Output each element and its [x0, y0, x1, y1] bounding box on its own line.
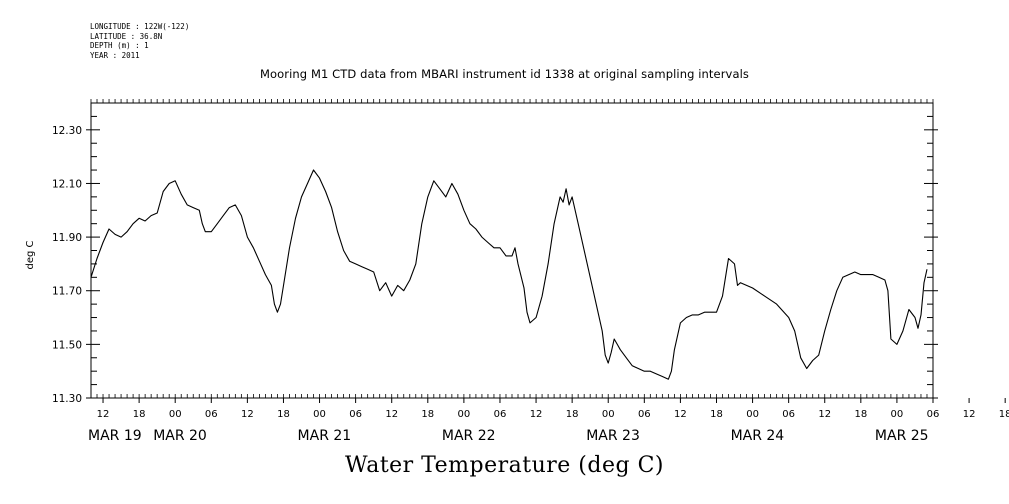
- x-hour-tick-label: 00: [169, 409, 182, 420]
- x-hour-tick-label: 18: [999, 409, 1009, 420]
- latitude-label: LATITUDE : 36.8N: [90, 31, 163, 41]
- y-tick-label: 11.50: [52, 339, 82, 351]
- x-day-label: MAR 22: [442, 428, 496, 444]
- depth-label: DEPTH (m) : 1: [90, 41, 149, 50]
- x-hour-tick-label: 00: [458, 409, 471, 420]
- y-tick-label: 12.10: [52, 178, 82, 190]
- metadata-block: LONGITUDE : 122W(-122) LATITUDE : 36.8N …: [90, 22, 189, 60]
- x-hour-tick-label: 12: [818, 409, 831, 420]
- y-tick-label: 11.30: [52, 393, 82, 405]
- x-day-label: MAR 25: [875, 428, 929, 444]
- x-day-label: MAR 19: [88, 428, 142, 444]
- year-label: YEAR : 2011: [90, 50, 140, 60]
- plot-frame: [90, 102, 934, 399]
- x-day-label: MAR 20: [153, 428, 207, 444]
- x-hour-tick-label: 06: [349, 409, 362, 420]
- temperature-series-line: [90, 169, 928, 380]
- x-hour-tick-label: 18: [566, 409, 579, 420]
- x-hour-tick-label: 12: [97, 409, 110, 420]
- x-hour-tick-label: 06: [205, 409, 218, 420]
- series-layer: [90, 169, 928, 380]
- y-tick-label: 11.70: [52, 286, 82, 298]
- x-hour-tick-label: 18: [854, 409, 867, 420]
- y-tick-label: 12.30: [52, 125, 82, 137]
- x-hour-tick-label: 12: [674, 409, 687, 420]
- x-hour-tick-label: 00: [602, 409, 615, 420]
- x-hour-tick-label: 00: [313, 409, 326, 420]
- x-axis: 12 18 00 06 12 18 00 06 12 18 00 06 12 18 00 06 12 18 00 06…: [88, 99, 1009, 444]
- x-hour-tick-label: 12: [530, 409, 543, 420]
- x-hour-tick-label: 12: [385, 409, 398, 420]
- x-hour-tick-label: 18: [421, 409, 434, 420]
- chart-title: Mooring M1 CTD data from MBARI instrumen…: [260, 67, 749, 81]
- x-hour-tick-label: 00: [746, 409, 759, 420]
- x-hour-tick-label: 18: [133, 409, 146, 420]
- x-day-label: MAR 21: [298, 428, 352, 444]
- x-hour-tick-label: 12: [241, 409, 254, 420]
- x-hour-tick-label: 06: [782, 409, 795, 420]
- x-hour-tick-label: 06: [927, 409, 940, 420]
- y-axis: 11.30 11.50 11.70 11.90 12.10 12.30: [52, 102, 938, 405]
- y-tick-label: 11.90: [52, 232, 82, 244]
- x-day-label: MAR 23: [586, 428, 640, 444]
- x-hour-tick-label: 00: [891, 409, 904, 420]
- x-day-label: MAR 24: [731, 428, 785, 444]
- x-hour-tick-label: 18: [710, 409, 723, 420]
- y-axis-label: deg C: [25, 240, 36, 269]
- x-hour-tick-label: 06: [638, 409, 651, 420]
- x-axis-title: Water Temperature (deg C): [345, 453, 664, 478]
- plot-border: [90, 102, 934, 399]
- x-hour-tick-label: 18: [277, 409, 290, 420]
- x-hour-tick-label: 06: [494, 409, 507, 420]
- x-hour-tick-label: 12: [963, 409, 976, 420]
- longitude-label: LONGITUDE : 122W(-122): [90, 22, 190, 31]
